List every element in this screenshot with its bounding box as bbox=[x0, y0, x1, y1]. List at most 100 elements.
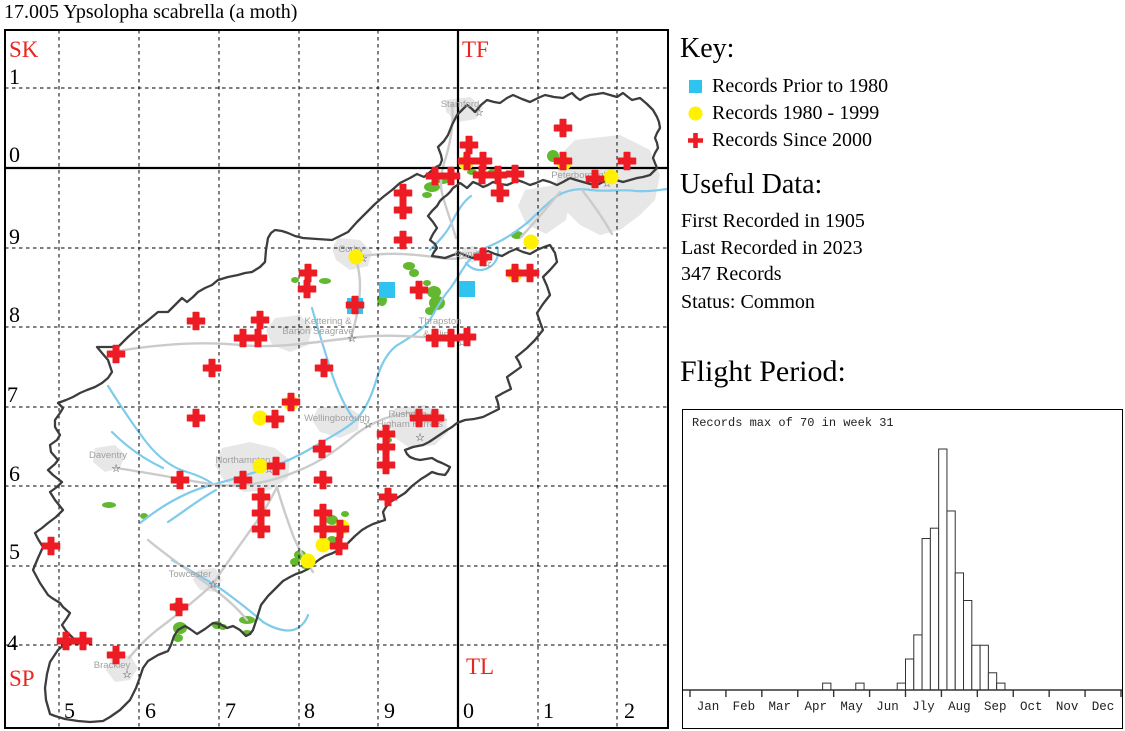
histogram-bar bbox=[913, 634, 923, 691]
grid-col-label: 7 bbox=[225, 698, 236, 723]
record-marker-since-2000 bbox=[330, 519, 350, 539]
record-marker-since-2000 bbox=[266, 456, 286, 476]
record-marker-since-2000 bbox=[376, 455, 396, 475]
histogram-bar bbox=[946, 510, 956, 691]
record-marker-since-2000 bbox=[393, 183, 413, 203]
record-marker-1980-1999 bbox=[523, 234, 539, 250]
record-count: 347 Records bbox=[681, 263, 782, 285]
grid-col-label: 1 bbox=[543, 698, 554, 723]
record-marker-since-2000 bbox=[312, 439, 332, 459]
month-label: Mar bbox=[769, 700, 792, 714]
road bbox=[146, 538, 249, 622]
town-label: Higham Ferrers bbox=[377, 419, 443, 430]
record-marker-since-2000 bbox=[281, 392, 301, 412]
record-marker-since-2000 bbox=[585, 169, 605, 189]
month-label: Jun bbox=[876, 700, 899, 714]
grid-col-label: 6 bbox=[145, 698, 156, 723]
record-marker-since-2000 bbox=[473, 247, 493, 267]
record-marker-since-2000 bbox=[441, 328, 461, 348]
record-marker-since-2000 bbox=[233, 470, 253, 490]
record-marker-since-2000 bbox=[106, 344, 126, 364]
last-recorded: Last Recorded in 2023 bbox=[681, 237, 863, 259]
month-label: Dec bbox=[1092, 700, 1115, 714]
grid-row-label: 7 bbox=[7, 382, 18, 407]
record-marker-since-2000 bbox=[106, 645, 126, 665]
woodland-patch bbox=[427, 286, 441, 298]
town-label: Thrapston bbox=[419, 316, 462, 327]
legend-item-1980-1999: Records 1980 - 1999 bbox=[688, 102, 879, 124]
record-marker-since-2000 bbox=[459, 135, 479, 155]
grid-col-label: 9 bbox=[384, 698, 395, 723]
yellow-circle-icon bbox=[688, 106, 703, 120]
town-label: Northampton bbox=[216, 455, 271, 466]
woodland-patch bbox=[291, 277, 299, 283]
histogram-bar bbox=[822, 682, 832, 691]
woodland-patch bbox=[102, 502, 116, 508]
record-marker-pre-1980 bbox=[459, 281, 475, 297]
histogram-bar bbox=[929, 527, 940, 691]
town-label: Oundle bbox=[455, 249, 486, 260]
record-marker-since-2000 bbox=[376, 437, 396, 457]
record-marker-since-2000 bbox=[553, 118, 573, 138]
flight-period-heading: Flight Period: bbox=[680, 355, 846, 388]
river bbox=[106, 384, 215, 486]
record-marker-since-2000 bbox=[553, 151, 573, 171]
woodland-patch bbox=[173, 634, 183, 642]
river bbox=[166, 488, 218, 524]
grid-col-label: 2 bbox=[624, 698, 635, 723]
record-marker-since-2000 bbox=[265, 409, 285, 429]
histogram-bar bbox=[905, 658, 915, 691]
grid-row-label: 6 bbox=[9, 461, 20, 486]
useful-data-heading: Useful Data: bbox=[680, 169, 823, 200]
road bbox=[580, 188, 614, 236]
record-marker-since-2000 bbox=[169, 597, 189, 617]
grid-col-label: 0 bbox=[463, 698, 474, 723]
month-label: May bbox=[840, 700, 863, 714]
legend-label: Records Since 2000 bbox=[712, 128, 872, 151]
river bbox=[110, 430, 165, 470]
record-marker-1980-1999 bbox=[252, 458, 268, 474]
record-marker-since-2000 bbox=[250, 310, 270, 330]
month-label: Jly bbox=[912, 700, 935, 714]
town-star-icon: ☆ bbox=[363, 419, 373, 431]
grid-100km-code: TL bbox=[466, 654, 494, 679]
record-marker-since-2000 bbox=[505, 164, 525, 184]
grid-row-label: 4 bbox=[7, 630, 18, 655]
cyan-square-icon bbox=[689, 79, 702, 93]
town-label: Peterborough bbox=[551, 170, 609, 181]
legend-item-pre1980: Records Prior to 1980 bbox=[688, 74, 889, 97]
record-marker-since-2000 bbox=[473, 151, 493, 171]
record-marker-since-2000 bbox=[186, 311, 206, 331]
histogram-bar bbox=[896, 682, 906, 691]
town-star-icon: ☆ bbox=[111, 463, 121, 475]
town-star-icon: ☆ bbox=[482, 258, 492, 270]
woodland-patch bbox=[423, 280, 431, 286]
histogram-bar bbox=[971, 644, 981, 691]
month-label: Apr bbox=[804, 700, 827, 714]
record-marker-since-2000 bbox=[314, 358, 334, 378]
month-label: Oct bbox=[1020, 700, 1043, 714]
record-marker-since-2000 bbox=[186, 408, 206, 428]
road bbox=[127, 582, 215, 660]
road bbox=[116, 334, 440, 353]
river bbox=[261, 613, 310, 632]
grid-row-label: 1 bbox=[9, 64, 20, 89]
road bbox=[114, 411, 448, 487]
woodland-patch bbox=[422, 192, 432, 198]
month-label: Sep bbox=[984, 700, 1007, 714]
legend-label: Records Prior to 1980 bbox=[712, 74, 889, 97]
record-marker-since-2000 bbox=[488, 165, 508, 185]
record-marker-since-2000 bbox=[617, 151, 637, 171]
town-label: Wellingborough bbox=[304, 413, 370, 424]
histogram-bar bbox=[921, 538, 931, 691]
distribution-map: Stamford☆Peterborough☆Oundle☆Corby☆Kette… bbox=[4, 29, 669, 729]
town-label: Towcester bbox=[169, 569, 212, 580]
page-title: 17.005 Ypsolopha scabrella (a moth) bbox=[4, 1, 298, 23]
record-marker-1980-1999 bbox=[300, 553, 316, 569]
town-star-icon: ☆ bbox=[122, 669, 132, 681]
town-star-icon: ☆ bbox=[264, 464, 274, 476]
record-marker-since-2000 bbox=[41, 536, 61, 556]
chart-note: Records max of 70 in week 31 bbox=[692, 416, 894, 430]
woodland-patch bbox=[409, 269, 419, 277]
